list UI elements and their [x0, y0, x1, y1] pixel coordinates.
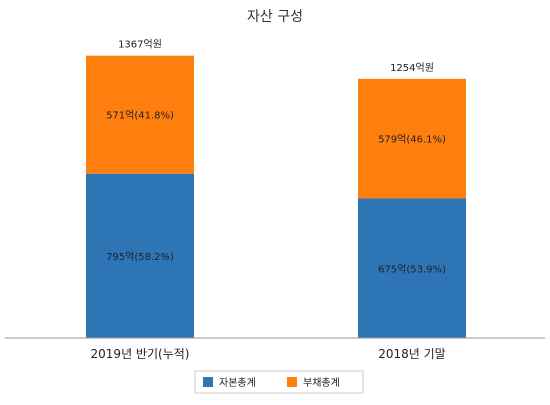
- bar-total-label: 1367억원: [118, 38, 162, 50]
- bar-segment-equity: [358, 198, 466, 338]
- bar-value-label: 571억(41.8%): [106, 110, 174, 122]
- legend-label-liabilities: 부채총계: [303, 377, 340, 389]
- bars-layer: 795억(58.2%) 571억(41.8%) 1367억원 675억(53.9%) 5…: [86, 38, 466, 338]
- legend-label-equity: 자본총계: [219, 377, 256, 389]
- bar-value-label: 795억(58.2%): [106, 251, 174, 263]
- chart-title: 자산 구성: [247, 9, 303, 25]
- x-axis-tick-label: 2019년 반기(누적): [91, 347, 190, 361]
- bar-segment-liabilities: [86, 55, 194, 174]
- bar-total-label: 1254억원: [390, 62, 434, 74]
- legend-box: [194, 370, 364, 394]
- legend-swatch-equity: [203, 377, 213, 387]
- bar-segment-equity: [86, 173, 194, 338]
- bar-value-label: 579억(46.1%): [378, 134, 446, 146]
- bar-segment-liabilities: [358, 78, 466, 199]
- x-axis-tick-label: 2018년 기말: [378, 347, 445, 361]
- legend-swatch-liabilities: [287, 377, 297, 387]
- x-axis-labels: 2019년 반기(누적) 2018년 기말: [91, 347, 446, 361]
- bar-value-label: 675억(53.9%): [378, 263, 446, 275]
- legend: 자본총계 부채총계: [194, 370, 364, 394]
